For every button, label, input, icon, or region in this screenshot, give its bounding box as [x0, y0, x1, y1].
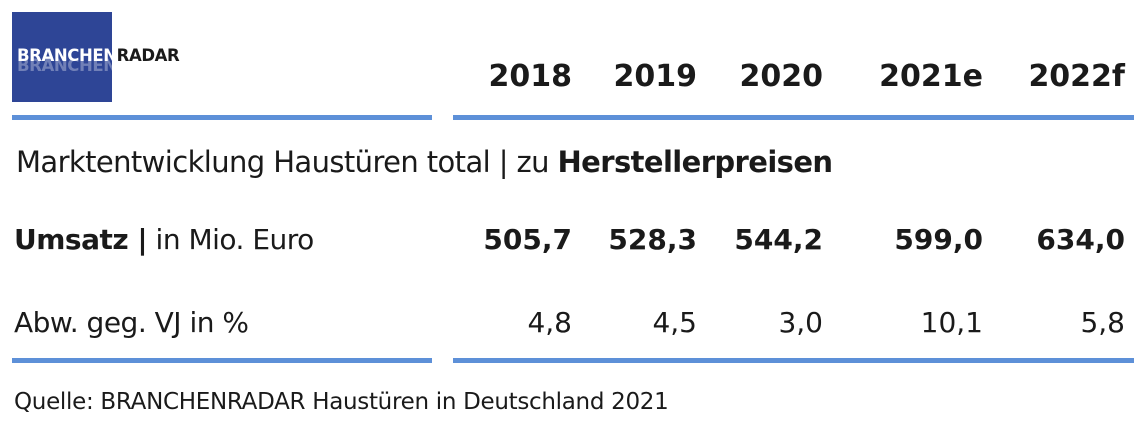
- footer-rule-right: [453, 358, 1134, 363]
- source-note: Quelle: BRANCHENRADAR Haustüren in Deuts…: [14, 389, 669, 415]
- column-header-2018: 2018: [488, 59, 573, 94]
- branchenradar-logo: [12, 12, 112, 102]
- row-label-abweichung-regular: Abw. geg. VJ in %: [14, 306, 249, 339]
- row-label-abweichung: Abw. geg. VJ in %: [14, 306, 249, 339]
- footer-rule-left: [12, 358, 432, 363]
- column-header-2021e: 2021e: [879, 59, 983, 94]
- table-cell: 4,8: [527, 306, 572, 339]
- table-cell: 5,8: [1080, 306, 1125, 339]
- table-heading-regular: Marktentwicklung Haustüren total | zu: [16, 145, 558, 179]
- row-label-umsatz-regular: in Mio. Euro: [147, 223, 315, 256]
- column-header-2020: 2020: [739, 59, 824, 94]
- row-label-umsatz-bold: Umsatz |: [14, 223, 148, 256]
- header-rule-left: [12, 115, 432, 120]
- table-heading: Marktentwicklung Haustüren total | zu He…: [16, 145, 834, 179]
- table-cell: 505,7: [483, 223, 572, 256]
- logo-text-part1: BRANCHEN: [17, 46, 117, 65]
- column-header-2022f: 2022f: [1028, 59, 1125, 94]
- table-cell: 544,2: [734, 223, 823, 256]
- table-cell: 4,5: [652, 306, 697, 339]
- table-cell: 528,3: [608, 223, 697, 256]
- column-header-2019: 2019: [613, 59, 698, 94]
- table-cell: 634,0: [1036, 223, 1125, 256]
- logo-text: BRANCHENRADAR: [17, 46, 180, 65]
- logo-echo-text: BRANCHENRADAR: [17, 56, 180, 75]
- table-cell: 10,1: [920, 306, 983, 339]
- table-cell: 599,0: [894, 223, 983, 256]
- table-cell: 3,0: [778, 306, 823, 339]
- row-label-umsatz: Umsatz | in Mio. Euro: [14, 226, 314, 254]
- logo-text-part2: RADAR: [116, 46, 180, 65]
- table-heading-bold: Herstellerpreisen: [557, 145, 834, 179]
- header-rule-right: [453, 115, 1134, 120]
